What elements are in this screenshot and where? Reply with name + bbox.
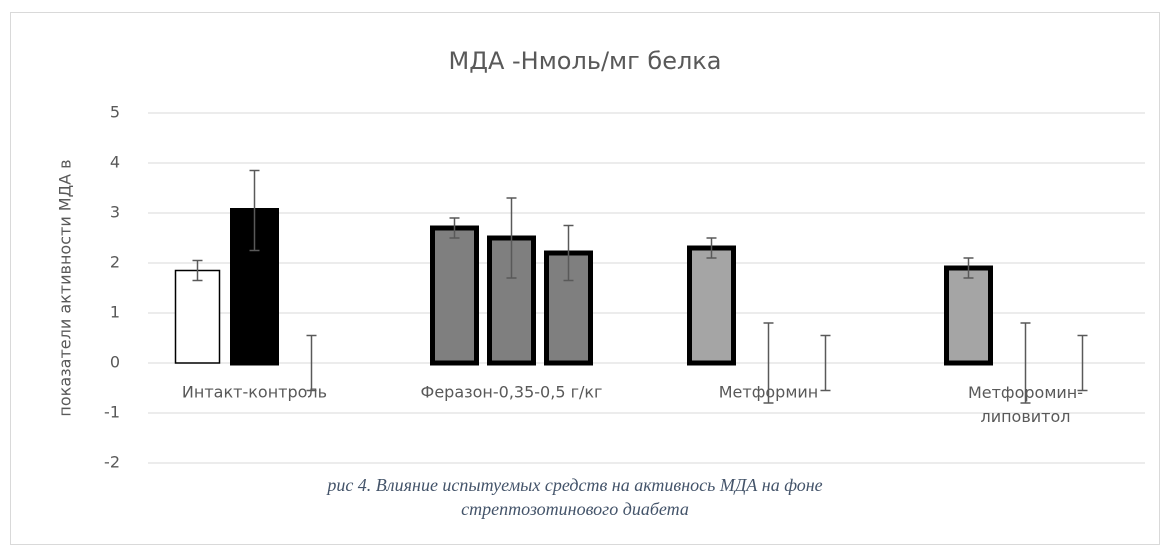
x-tick-label: Метформин <box>719 383 819 402</box>
y-tick-label: 5 <box>110 103 120 122</box>
caption: рис 4. Влияние испытуемых средств на акт… <box>325 475 822 495</box>
x-tick-label: Интакт-контроль <box>182 383 327 402</box>
error-bar <box>192 259 203 282</box>
error-bar <box>306 334 317 392</box>
y-tick-label: 0 <box>110 353 120 372</box>
error-bar <box>449 217 460 239</box>
chart-title: МДА -Нмоль/мг белка <box>448 47 721 75</box>
bar <box>174 269 221 364</box>
bar <box>944 265 993 366</box>
error-bar <box>820 334 831 392</box>
y-tick-label: 1 <box>110 303 120 322</box>
error-bar <box>1077 334 1088 392</box>
x-tick-label: Феразон-0,35-0,5 г/кг <box>421 383 603 402</box>
y-tick-label: 4 <box>110 153 120 172</box>
error-bar <box>1020 322 1031 404</box>
y-tick-label: -1 <box>104 403 120 422</box>
error-bar <box>506 197 517 279</box>
x-tick-label: Метфоромин-липовитол <box>968 383 1083 426</box>
x-tick-label-line: Метфоромин- <box>968 383 1083 402</box>
bar <box>687 245 736 366</box>
y-tick-label: 2 <box>110 253 120 272</box>
caption: стрептозотинового диабета <box>461 499 689 519</box>
error-bar <box>563 224 574 282</box>
error-bar <box>763 322 774 404</box>
y-tick-label: 3 <box>110 203 120 222</box>
error-bar <box>706 237 717 259</box>
error-bar <box>963 257 974 279</box>
y-axis-label: показатели активности МДА в <box>56 159 75 416</box>
y-tick-label: -2 <box>104 453 120 472</box>
bar <box>430 225 479 366</box>
x-tick-label-line: липовитол <box>980 407 1070 426</box>
error-bar <box>249 169 260 252</box>
